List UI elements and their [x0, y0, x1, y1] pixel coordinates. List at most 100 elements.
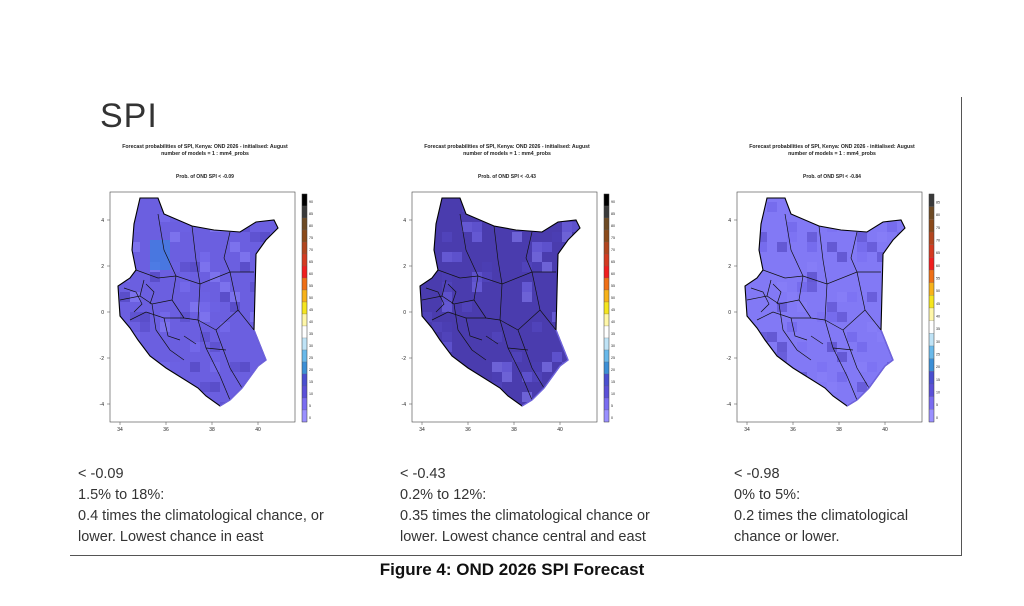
grid-cell	[897, 332, 905, 342]
x-tick-label: 36	[163, 427, 169, 433]
county-boundary	[762, 269, 881, 285]
grid-cell	[130, 402, 140, 406]
county-boundary	[798, 275, 826, 321]
grid-cell	[140, 322, 150, 332]
colorbar-tick-label: 15	[611, 380, 615, 384]
grid-cell	[492, 332, 502, 342]
grid-cell	[250, 382, 260, 392]
grid-cell	[827, 312, 837, 322]
grid-cell	[190, 302, 200, 312]
grid-cell	[827, 212, 837, 222]
grid-cell	[462, 302, 472, 312]
grid-cell	[442, 402, 452, 406]
caption-description: lower. Lowest chance in east	[78, 529, 264, 545]
colorbar-segment	[603, 253, 610, 267]
grid-cell	[827, 222, 837, 232]
grid-cell	[210, 272, 220, 282]
county-boundary	[139, 279, 145, 297]
grid-cell	[532, 322, 542, 332]
county-boundary	[473, 275, 501, 321]
grid-cell	[897, 232, 905, 242]
colorbar-tick-label: 85	[309, 212, 313, 216]
grid-cell	[280, 282, 290, 292]
grid-cell	[562, 252, 572, 262]
grid-cell	[200, 292, 210, 302]
colorbar-segment	[928, 295, 935, 309]
grid-cell	[492, 202, 502, 212]
grid-cell	[422, 242, 432, 252]
grid-cell	[867, 322, 877, 332]
grid-cell	[797, 302, 807, 312]
colorbar-segment	[603, 361, 610, 375]
colorbar-segment	[603, 241, 610, 255]
grid-cell	[562, 198, 572, 202]
county-boundary	[421, 295, 475, 305]
colorbar-tick-label: 85	[611, 212, 615, 216]
grid-cell	[482, 272, 492, 282]
colorbar-tick-label: 0	[309, 416, 311, 420]
grid-cell	[857, 242, 867, 252]
grid-cell	[260, 302, 270, 312]
grid-cell	[572, 302, 580, 312]
grid-cell	[118, 202, 120, 212]
county-boundary	[772, 283, 782, 305]
county-boundary	[119, 295, 173, 305]
colorbar-tick-label: 5	[936, 403, 938, 407]
grid-cell	[552, 232, 562, 242]
grid-cell	[492, 372, 502, 382]
grid-cell	[745, 312, 747, 322]
grid-cell	[747, 392, 757, 402]
colorbar-tick-label: 45	[309, 308, 313, 312]
map-subtitle: Prob. of OND SPI < -0.09	[176, 174, 234, 180]
grid-cell	[210, 342, 220, 352]
grid-cell	[757, 362, 767, 372]
county-boundary	[129, 311, 184, 321]
county-boundary	[135, 269, 254, 285]
grid-cell	[907, 382, 917, 392]
grid-cell	[270, 412, 280, 422]
grid-cell	[572, 362, 580, 372]
grid-cell	[777, 342, 787, 352]
grid-cell	[787, 322, 797, 332]
grid-cell	[442, 362, 452, 372]
grid-cell	[582, 382, 592, 392]
grid-cell	[747, 202, 757, 212]
grid-cell	[462, 222, 472, 232]
grid-cell	[857, 232, 867, 242]
colorbar-tick-label: 10	[611, 392, 615, 396]
grid-cell	[757, 242, 767, 252]
grid-cell	[877, 202, 887, 212]
grid-cell	[250, 312, 260, 322]
grid-cell	[210, 352, 220, 362]
grid-cell	[280, 252, 290, 262]
colorbar-tick-label: 60	[611, 272, 615, 276]
colorbar-tick-label: 15	[309, 380, 313, 384]
colorbar-frame	[301, 193, 308, 423]
map-panel-1: Forecast probabilities of SPI, Kenya: ON…	[80, 140, 330, 440]
colorbar-tick-label: 25	[309, 356, 313, 360]
county-boundary	[157, 213, 177, 277]
caption-description: 0.4 times the climatological chance, or	[78, 508, 324, 524]
caption-description: 0.2 times the climatological	[734, 508, 909, 524]
grid-cell	[827, 382, 837, 392]
map-frame	[411, 191, 598, 423]
colorbar-segment	[603, 325, 610, 339]
coastline	[846, 329, 894, 407]
grid-cell	[120, 352, 130, 362]
grid-cell	[907, 282, 917, 292]
county-boundary	[459, 213, 479, 277]
colorbar-segment	[301, 205, 308, 219]
county-boundary	[205, 347, 227, 351]
county-boundary	[766, 279, 772, 297]
colorbar-tick-label: 35	[936, 327, 940, 331]
grid-cell	[857, 362, 867, 372]
colorbar-tick-label: 90	[611, 200, 615, 204]
county-boundary	[485, 335, 499, 345]
colorbar-tick-label: 50	[309, 296, 313, 300]
colorbar-tick-label: 65	[611, 260, 615, 264]
grid-cell	[787, 292, 797, 302]
grid-cell	[867, 292, 877, 302]
colorbar-tick-label: 55	[611, 284, 615, 288]
caption-range: 0% to 5%:	[734, 487, 801, 503]
grid-cell	[797, 342, 807, 352]
